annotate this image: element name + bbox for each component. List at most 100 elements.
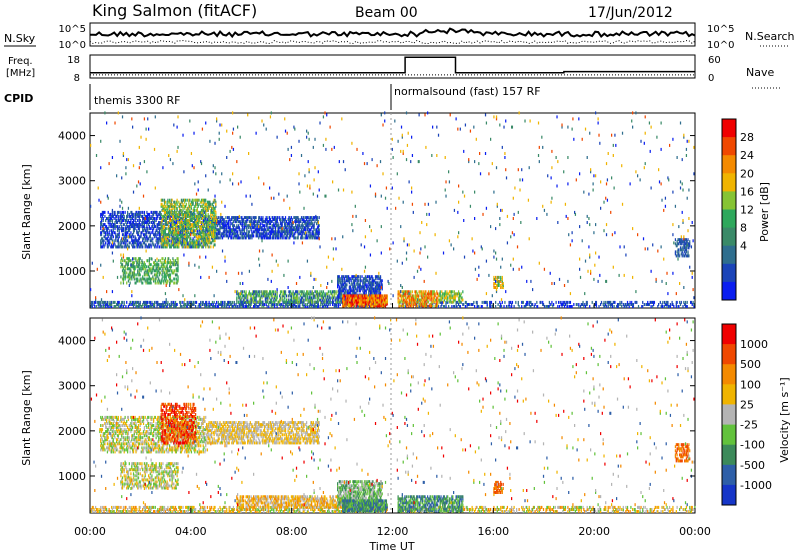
range-cell (303, 300, 305, 304)
range-cell (403, 300, 405, 304)
range-cell (176, 227, 178, 231)
range-cell (134, 225, 136, 229)
range-cell (511, 303, 513, 306)
range-cell (563, 300, 566, 304)
range-cell (174, 221, 177, 224)
range-cell (345, 275, 347, 279)
range-cell (139, 245, 141, 249)
range-cell (258, 228, 261, 232)
range-cell (110, 300, 112, 304)
range-cell (163, 229, 165, 233)
range-cell (250, 300, 252, 304)
range-cell (171, 198, 173, 202)
range-cell (345, 289, 347, 293)
range-cell (140, 225, 142, 229)
range-cell (464, 300, 467, 304)
range-cell (369, 304, 372, 308)
range-cell (132, 214, 135, 218)
range-cell (162, 198, 164, 202)
range-cell (296, 294, 298, 298)
range-cell (403, 290, 405, 294)
range-cell (359, 287, 361, 291)
range-cell (254, 298, 256, 302)
range-cell (291, 228, 293, 232)
range-cell (132, 225, 135, 229)
range-cell (342, 289, 344, 293)
range-cell (132, 229, 135, 233)
range-cell (337, 293, 340, 297)
range-cell (257, 228, 259, 232)
range-cell (458, 292, 461, 296)
range-cell (490, 300, 492, 304)
range-cell (236, 296, 238, 300)
range-cell (174, 204, 177, 208)
range-cell (185, 219, 188, 222)
range-cell (253, 296, 256, 300)
range-cell (285, 228, 288, 232)
range-cell (100, 219, 103, 222)
range-cell (423, 302, 425, 306)
range-cell (110, 305, 112, 308)
range-cell (278, 230, 280, 234)
range-cell (376, 298, 378, 302)
range-cell (277, 300, 279, 304)
range-cell (135, 210, 137, 214)
range-cell (165, 221, 167, 224)
range-cell (167, 223, 169, 227)
range-cell (179, 225, 182, 229)
range-cell (225, 220, 227, 224)
range-cell (167, 214, 169, 218)
range-cell (295, 305, 297, 308)
range-cell (192, 237, 194, 241)
range-cell (675, 300, 677, 304)
range-cell (189, 210, 191, 214)
range-cell (282, 292, 284, 296)
range-cell (384, 298, 387, 302)
range-cell (130, 214, 132, 218)
range-cell (183, 231, 185, 235)
range-cell (289, 218, 291, 222)
range-cell (236, 292, 238, 296)
range-cell (106, 237, 109, 241)
range-cell (426, 296, 428, 300)
range-cell (324, 305, 326, 308)
range-cell (257, 230, 259, 234)
range-cell (169, 243, 171, 247)
range-cell (102, 305, 104, 308)
range-cell (183, 241, 185, 245)
range-cell (242, 294, 245, 298)
range-cell (272, 230, 274, 234)
range-cell (375, 283, 377, 287)
range-cell (306, 294, 309, 298)
range-cell (265, 224, 267, 228)
range-cell (121, 217, 123, 220)
range-cell (228, 216, 230, 220)
range-cell (222, 220, 225, 224)
range-cell (172, 231, 174, 235)
range-cell (440, 300, 442, 304)
range-cell (157, 231, 159, 235)
range-cell (227, 216, 229, 220)
range-cell (118, 300, 120, 304)
range-cell (109, 305, 111, 308)
range-cell (129, 221, 131, 224)
range-cell (632, 305, 634, 308)
range-cell (260, 234, 262, 238)
range-cell (132, 212, 135, 216)
range-cell (294, 228, 296, 232)
range-cell (216, 234, 219, 238)
range-cell (522, 300, 524, 304)
range-cell (143, 227, 146, 231)
range-cell (609, 300, 611, 304)
range-cell (137, 231, 139, 235)
range-cell (174, 303, 176, 306)
range-cell (414, 300, 416, 304)
range-cell (100, 243, 102, 247)
range-cell (192, 245, 194, 249)
range-cell (137, 239, 139, 243)
range-cell (309, 224, 311, 228)
range-cell (192, 217, 194, 220)
range-cell (142, 225, 145, 229)
range-cell (118, 229, 120, 233)
range-cell (263, 220, 266, 224)
